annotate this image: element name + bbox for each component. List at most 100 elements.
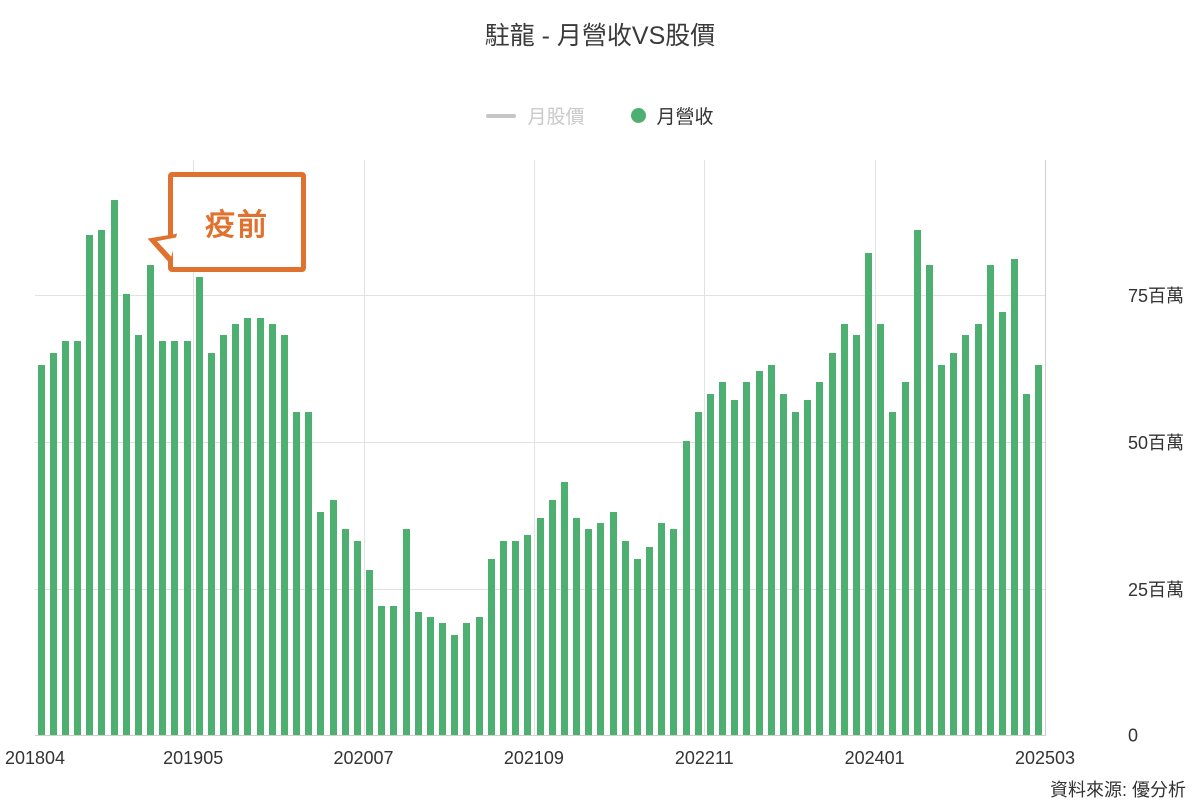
bar[interactable] [694, 411, 702, 735]
bar[interactable] [134, 335, 142, 735]
y-axis-label: 50百萬 [1128, 433, 1185, 454]
bar[interactable] [341, 529, 349, 735]
bar[interactable] [366, 570, 374, 735]
bar[interactable] [220, 335, 228, 735]
bar[interactable] [865, 253, 873, 735]
legend: 月股價 月營收 [0, 102, 1200, 129]
bar[interactable] [719, 382, 727, 735]
bar[interactable] [609, 511, 617, 735]
x-axis-label: 201905 [163, 748, 224, 768]
y-axis-label: 0 [1128, 725, 1139, 746]
bar[interactable] [816, 382, 824, 735]
bar[interactable] [1023, 394, 1031, 735]
bar[interactable] [767, 364, 775, 735]
bar[interactable] [37, 364, 45, 735]
bar[interactable] [49, 352, 57, 735]
v-gridline [193, 160, 195, 736]
bar[interactable] [122, 294, 130, 735]
bar[interactable] [244, 317, 252, 735]
x-axis-label: 202503 [1014, 748, 1076, 768]
bar[interactable] [731, 399, 739, 735]
bar[interactable] [1011, 258, 1019, 735]
bar[interactable] [828, 352, 836, 735]
plot-area: 0 25百萬 50百萬 75百萬 201804 201905 202007 202109 202… [5, 160, 1184, 768]
bar[interactable] [901, 382, 909, 735]
bar[interactable] [646, 546, 654, 735]
bar[interactable] [658, 523, 666, 735]
bar[interactable] [877, 323, 885, 735]
bar[interactable] [305, 411, 313, 735]
legend-item-price[interactable]: 月股價 [486, 102, 585, 129]
revenue-dot-icon [630, 108, 646, 123]
bar[interactable] [390, 605, 398, 735]
bar[interactable] [524, 535, 532, 735]
bar[interactable] [268, 323, 276, 735]
bar[interactable] [293, 411, 301, 735]
bar[interactable] [195, 276, 203, 735]
bar[interactable] [86, 235, 94, 735]
bar[interactable] [536, 517, 544, 735]
bar[interactable] [207, 352, 215, 735]
bar[interactable] [938, 364, 946, 735]
x-axis-label: 202401 [844, 748, 905, 768]
bar[interactable] [74, 341, 82, 735]
bar[interactable] [512, 541, 520, 735]
bar[interactable] [353, 541, 361, 735]
bar[interactable] [986, 264, 994, 735]
bar[interactable] [256, 317, 264, 735]
bar[interactable] [463, 623, 471, 735]
bar[interactable] [475, 617, 483, 735]
bar[interactable] [633, 558, 641, 735]
bar[interactable] [560, 482, 568, 735]
bar[interactable] [329, 499, 337, 735]
bar[interactable] [317, 511, 325, 735]
bar[interactable] [147, 264, 155, 735]
bar[interactable] [962, 335, 970, 735]
bar[interactable] [487, 558, 495, 735]
bar[interactable] [974, 323, 982, 735]
bar[interactable] [670, 529, 678, 735]
bar[interactable] [573, 517, 580, 735]
bar[interactable] [402, 529, 410, 735]
bar[interactable] [159, 341, 167, 735]
bar[interactable] [950, 352, 958, 735]
x-axis-line [35, 735, 1045, 736]
bar[interactable] [499, 541, 507, 735]
bar[interactable] [682, 441, 690, 735]
bar[interactable] [779, 394, 787, 735]
chart-title: 駐龍 - 月營收VS股價 [484, 22, 716, 50]
bar[interactable] [548, 499, 556, 735]
bar[interactable] [61, 341, 69, 735]
bar[interactable] [840, 323, 848, 735]
bar[interactable] [1035, 364, 1043, 735]
bar[interactable] [852, 335, 860, 735]
bar[interactable] [426, 617, 434, 735]
bar[interactable] [913, 229, 921, 735]
bar[interactable] [110, 200, 118, 735]
bar[interactable] [414, 611, 422, 735]
bar[interactable] [998, 311, 1006, 735]
bar[interactable] [743, 382, 751, 735]
right-axis-line [1045, 160, 1046, 736]
bar[interactable] [792, 411, 800, 735]
bar[interactable] [378, 605, 386, 735]
bar[interactable] [889, 411, 897, 735]
bar[interactable] [98, 229, 106, 735]
bar[interactable] [232, 323, 240, 735]
bar[interactable] [706, 394, 714, 735]
bar[interactable] [171, 341, 179, 735]
bar[interactable] [621, 541, 629, 735]
bar[interactable] [925, 264, 933, 735]
bar[interactable] [755, 370, 763, 735]
bar[interactable] [280, 335, 288, 735]
x-axis-label: 202007 [333, 748, 394, 768]
bar[interactable] [585, 529, 593, 735]
bar[interactable] [439, 623, 447, 735]
bar[interactable] [451, 635, 459, 735]
bar[interactable] [597, 523, 605, 735]
price-legend-label: 月股價 [527, 107, 585, 128]
bar[interactable] [183, 341, 191, 735]
bar[interactable] [804, 399, 812, 735]
legend-item-revenue[interactable]: 月營收 [630, 102, 714, 129]
